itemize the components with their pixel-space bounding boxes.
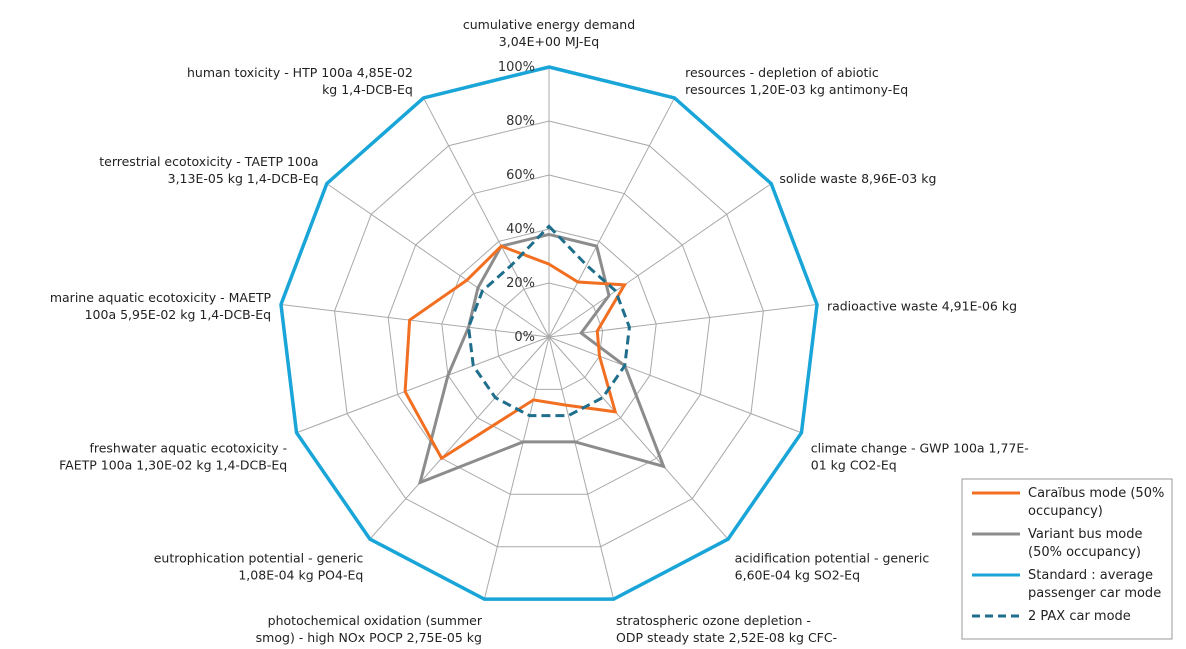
axis-label: resources - depletion of abiotic resource… [685, 65, 908, 97]
grid-spoke [548, 336, 729, 540]
grid-spoke [548, 303, 818, 338]
axis-label: terrestrial ecotoxicity - TAETP 100a 3,13… [99, 154, 318, 186]
axis-label: freshwater aquatic ecotoxicity -FAETP 10… [59, 440, 287, 472]
grid-spoke [369, 336, 550, 540]
grid-spoke [326, 183, 550, 338]
legend: Caraïbus mode (50% occupancy) Variant bus … [961, 478, 1173, 640]
grid-spoke [280, 303, 550, 338]
radar-grid [280, 66, 818, 600]
grid-spoke [296, 336, 550, 434]
axis-label: eutrophication potential - generic 1,08E-… [154, 551, 364, 583]
axis-labels: cumulative energy demand 3,04E+00 MJ-Eq re… [50, 17, 1029, 649]
grid-spoke [423, 97, 550, 338]
axis-label: climate change - GWP 100a 1,77E-01 kg CO… [811, 440, 1029, 472]
legend-entry: 2 PAX car mode [1028, 609, 1131, 624]
grid-ring [387, 174, 711, 495]
grid-spoke [483, 336, 550, 600]
grid-ring [494, 282, 604, 390]
axis-label: radioactive waste 4,91E-06 kg [827, 299, 1017, 314]
axis-label: human toxicity - HTP 100a 4,85E-02 kg 1,4… [187, 65, 413, 97]
legend-entry: Caraïbus mode (50% occupancy) [1028, 486, 1164, 519]
axis-label: cumulative energy demand 3,04E+00 MJ-Eq [463, 17, 635, 49]
series-line [467, 224, 631, 418]
axis-label: stratospheric ozone depletion -ODP stead… [616, 613, 837, 649]
series-line [403, 244, 628, 461]
tick-label: 20% [506, 276, 535, 291]
axis-label: marine aquatic ecotoxicity - MAETP 100a 5… [50, 290, 272, 322]
grid-spoke [548, 336, 615, 600]
tick-label: 0% [514, 330, 535, 345]
radial-tick-labels: 0% 20% 40% 60% 80% 100% [498, 60, 535, 345]
legend-entry: Standard : average passenger car mode [1028, 568, 1161, 601]
grid-spoke [548, 336, 802, 434]
axis-label: photochemical oxidation (summer smog) - h… [256, 613, 483, 649]
tick-label: 40% [506, 222, 535, 237]
grid-spoke [548, 97, 675, 338]
tick-label: 100% [498, 60, 535, 75]
grid-spoke [548, 183, 772, 338]
legend-entry: Variant bus mode (50% occupancy) [1028, 527, 1143, 560]
axis-label: acidification potential - generic 6,60E-0… [735, 551, 930, 583]
grid-ring [334, 120, 764, 548]
legend-box [961, 478, 1173, 640]
tick-label: 60% [506, 168, 535, 183]
series-line [279, 65, 819, 601]
series-line [417, 232, 667, 485]
tick-label: 80% [506, 114, 535, 129]
axis-label: solide waste 8,96E-03 kg [779, 171, 936, 186]
radar-series [279, 65, 819, 601]
